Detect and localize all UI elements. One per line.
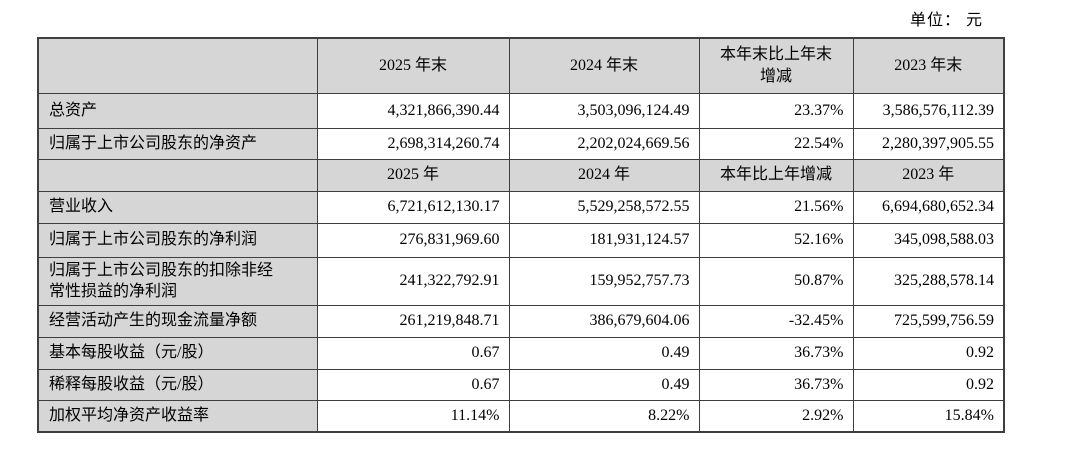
value-cell: 261,219,848.71 [316, 304, 510, 338]
row-operating-cash-flow: 经营活动产生的现金流量净额 261,219,848.71 386,679,604… [37, 304, 1005, 338]
value-cell: 0.92 [852, 336, 1005, 370]
value-cell: 241,322,792.91 [316, 256, 510, 306]
value-cell: 0.67 [316, 368, 510, 401]
col-header-2023-year-end: 2023 年末 [852, 37, 1005, 94]
row-net-profit-attributable: 归属于上市公司股东的净利润 276,831,969.60 181,931,124… [37, 222, 1005, 258]
row-label: 基本每股收益（元/股） [37, 336, 318, 370]
value-cell: 11.14% [316, 399, 510, 433]
value-cell: 36.73% [698, 368, 854, 401]
col-header-2023-year: 2023 年 [852, 158, 1005, 192]
financial-summary-table: 2025 年末 2024 年末 本年末比上年末 增减 2023 年末 总资产 4… [37, 37, 1005, 434]
value-cell: 6,721,612,130.17 [316, 190, 510, 224]
value-cell: 2,202,024,669.56 [508, 127, 700, 160]
value-cell: 15.84% [852, 399, 1005, 433]
value-cell: 36.73% [698, 336, 854, 370]
row-total-assets: 总资产 4,321,866,390.44 3,503,096,124.49 23… [37, 92, 1005, 129]
corner-empty-cell [37, 37, 318, 94]
value-cell: 3,503,096,124.49 [508, 92, 700, 129]
row-label: 归属于上市公司股东的净利润 [37, 222, 318, 258]
col-header-2025-year: 2025 年 [316, 158, 510, 192]
header-row-year-end: 2025 年末 2024 年末 本年末比上年末 增减 2023 年末 [37, 37, 1005, 94]
value-cell: 8.22% [508, 399, 700, 433]
row-label: 归属于上市公司股东的扣除非经 常性损益的净利润 [37, 256, 318, 306]
col-header-2024-year: 2024 年 [508, 158, 700, 192]
value-cell: 6,694,680,652.34 [852, 190, 1005, 224]
value-cell: 386,679,604.06 [508, 304, 700, 338]
value-cell: 0.49 [508, 368, 700, 401]
value-cell: 276,831,969.60 [316, 222, 510, 258]
value-cell: 2,698,314,260.74 [316, 127, 510, 160]
value-cell: 52.16% [698, 222, 854, 258]
unit-label: 单位： 元 [909, 12, 983, 29]
value-cell: 22.54% [698, 127, 854, 160]
value-cell: 0.92 [852, 368, 1005, 401]
row-diluted-eps: 稀释每股收益（元/股） 0.67 0.49 36.73% 0.92 [37, 368, 1005, 401]
col-header-2024-year-end: 2024 年末 [508, 37, 700, 94]
row-operating-revenue: 营业收入 6,721,612,130.17 5,529,258,572.55 2… [37, 190, 1005, 224]
value-cell: 325,288,578.14 [852, 256, 1005, 306]
value-cell: 3,586,576,112.39 [852, 92, 1005, 129]
value-cell: -32.45% [698, 304, 854, 338]
value-cell: 4,321,866,390.44 [316, 92, 510, 129]
value-cell: 2,280,397,905.55 [852, 127, 1005, 160]
value-cell: 2.92% [698, 399, 854, 433]
value-cell: 23.37% [698, 92, 854, 129]
value-cell: 5,529,258,572.55 [508, 190, 700, 224]
value-cell: 0.67 [316, 336, 510, 370]
value-cell: 181,931,124.57 [508, 222, 700, 258]
row-net-profit-deducted-non-recurring: 归属于上市公司股东的扣除非经 常性损益的净利润 241,322,792.91 1… [37, 256, 1005, 306]
value-cell: 21.56% [698, 190, 854, 224]
header-row-year: 2025 年 2024 年 本年比上年增减 2023 年 [37, 158, 1005, 192]
row-weighted-avg-roe: 加权平均净资产收益率 11.14% 8.22% 2.92% 15.84% [37, 399, 1005, 433]
row-label: 稀释每股收益（元/股） [37, 368, 318, 401]
corner-empty-cell [37, 158, 318, 192]
row-label: 归属于上市公司股东的净资产 [37, 127, 318, 160]
value-cell: 50.87% [698, 256, 854, 306]
row-label: 经营活动产生的现金流量净额 [37, 304, 318, 338]
row-basic-eps: 基本每股收益（元/股） 0.67 0.49 36.73% 0.92 [37, 336, 1005, 370]
row-label: 总资产 [37, 92, 318, 129]
row-label: 营业收入 [37, 190, 318, 224]
value-cell: 725,599,756.59 [852, 304, 1005, 338]
value-cell: 345,098,588.03 [852, 222, 1005, 258]
value-cell: 0.49 [508, 336, 700, 370]
col-header-yoy-change-year-end: 本年末比上年末 增减 [698, 37, 854, 94]
row-label: 加权平均净资产收益率 [37, 399, 318, 433]
col-header-yoy-change-year: 本年比上年增减 [698, 158, 854, 192]
col-header-2025-year-end: 2025 年末 [316, 37, 510, 94]
row-net-assets-attributable: 归属于上市公司股东的净资产 2,698,314,260.74 2,202,024… [37, 127, 1005, 160]
value-cell: 159,952,757.73 [508, 256, 700, 306]
